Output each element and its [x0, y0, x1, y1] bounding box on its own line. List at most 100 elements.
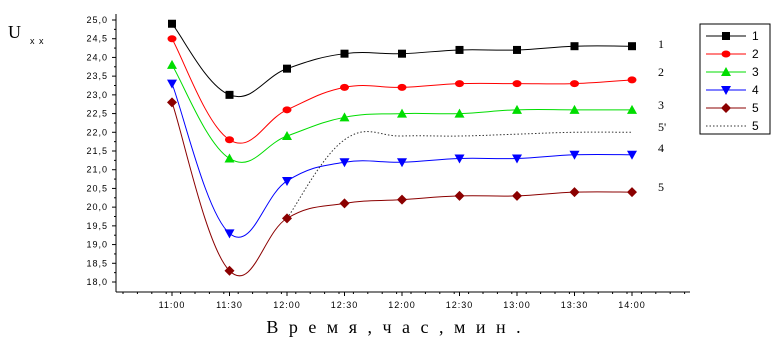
- data-point-series-3: [454, 108, 465, 118]
- y-tick-label: 19,5: [86, 221, 108, 231]
- legend-entry-3: 3: [752, 65, 759, 79]
- data-point-series-1: [340, 49, 349, 58]
- legend-box: [699, 23, 771, 135]
- data-point-series-5: [339, 198, 350, 209]
- legend: 1 2 3 4 5 5: [699, 23, 771, 135]
- data-point-series-3: [512, 104, 522, 114]
- x-tick-label: 11:30: [216, 300, 243, 310]
- y-tick-label: 24,0: [86, 52, 108, 62]
- series-lines: [171, 23, 633, 277]
- data-point-series-2: [570, 80, 579, 88]
- data-point-series-2: [397, 83, 407, 91]
- data-point-series-3: [224, 153, 235, 163]
- data-point-series-2: [455, 80, 464, 88]
- y-axis-label: U: [8, 22, 21, 42]
- chart-axes: [115, 14, 690, 293]
- data-point-series-5: [627, 187, 637, 198]
- curve-label-5: 5: [658, 180, 664, 194]
- x-tick-label: 13:30: [561, 300, 589, 310]
- curve-label-3: 3: [658, 98, 664, 112]
- data-point-series-5: [569, 187, 580, 198]
- data-point-series-1: [398, 49, 406, 58]
- curve-label-2: 2: [658, 65, 664, 79]
- y-tick-label: 24,5: [86, 34, 108, 44]
- data-point-series-1: [225, 90, 234, 99]
- data-point-series-1: [283, 64, 291, 73]
- x-tick-label: 11:00: [159, 300, 186, 310]
- series-markers: [167, 19, 637, 276]
- curve-label-6: 5': [658, 120, 666, 134]
- series-line-1: [171, 23, 633, 98]
- data-point-series-1: [168, 19, 176, 28]
- legend-entry-1: 1: [752, 29, 759, 43]
- legend-entry-4: 4: [752, 83, 759, 97]
- legend-marker-4: [721, 86, 731, 95]
- data-point-series-3: [167, 59, 177, 69]
- data-point-series-5: [397, 194, 407, 205]
- data-point-series-5: [167, 97, 177, 108]
- data-point-series-5: [454, 190, 465, 201]
- curve-label-1: 1: [658, 37, 664, 51]
- y-tick-label: 25,0: [86, 15, 108, 25]
- data-point-series-5: [282, 213, 292, 224]
- legend-entry-2: 2: [752, 47, 759, 61]
- data-point-series-4: [339, 158, 350, 168]
- legend-entry-6: 5: [752, 119, 759, 133]
- data-point-series-1: [455, 45, 464, 54]
- data-point-series-3: [569, 104, 580, 114]
- data-point-series-2: [627, 76, 637, 84]
- legend-entry-5: 5: [752, 101, 759, 115]
- data-point-series-1: [570, 42, 579, 51]
- data-point-series-1: [628, 42, 636, 51]
- x-tick-label: 14:00: [618, 300, 646, 310]
- x-tick-label: 12:00: [388, 300, 416, 310]
- legend-marker-1: [722, 32, 730, 40]
- y-tick-label: 20,5: [86, 183, 108, 193]
- data-point-series-4: [512, 154, 522, 164]
- data-point-series-3: [397, 108, 407, 118]
- data-point-series-4: [224, 229, 235, 239]
- data-point-series-3: [282, 131, 292, 141]
- legend-marker-3: [721, 67, 731, 76]
- tick-labels: 25,0 24,5 24,0 23,5 23,0 22,5 22,0 21,5 21,0 20,5…: [86, 15, 686, 310]
- data-point-series-4: [282, 176, 292, 186]
- y-tick-label: 22,5: [86, 109, 108, 119]
- data-point-series-5: [224, 265, 235, 276]
- data-point-series-4: [569, 150, 580, 160]
- curve-labels: 1 2 3 4 5 5': [658, 37, 666, 194]
- y-tick-label: 20,0: [86, 202, 108, 212]
- y-tick-label: 22,0: [86, 127, 108, 137]
- data-point-series-5: [512, 190, 522, 201]
- data-point-series-3: [627, 104, 637, 114]
- data-point-series-4: [454, 154, 465, 164]
- data-point-series-4: [167, 79, 177, 89]
- series-line-6: [286, 131, 633, 219]
- curve-label-4: 4: [658, 141, 664, 155]
- data-point-series-4: [397, 158, 407, 168]
- x-tick-label: 12:30: [331, 300, 359, 310]
- y-tick-label: 18,0: [86, 277, 108, 287]
- y-tick-label: 18,5: [86, 258, 108, 268]
- x-tick-label: 12:00: [273, 300, 301, 310]
- x-tick-label: 13:00: [503, 300, 531, 310]
- data-point-series-2: [225, 136, 234, 144]
- y-tick-label: 21,5: [86, 146, 108, 156]
- y-tick-label: 23,5: [86, 71, 108, 81]
- x-axis-label: В р е м я , ч а с , м и н .: [266, 317, 523, 337]
- data-point-series-2: [167, 35, 177, 43]
- data-point-series-2: [512, 80, 522, 88]
- data-point-series-1: [513, 45, 521, 54]
- legend-marker-2: [721, 50, 731, 58]
- data-point-series-3: [339, 112, 350, 122]
- data-point-series-2: [340, 83, 349, 91]
- y-tick-label: 23,0: [86, 90, 108, 100]
- x-tick-label: 12:30: [446, 300, 474, 310]
- series-line-5: [171, 102, 633, 277]
- data-point-series-2: [282, 106, 292, 114]
- y-tick-label: 19,0: [86, 240, 108, 250]
- data-point-series-4: [627, 150, 637, 160]
- legend-marker-5: [721, 103, 731, 113]
- y-axis-label-subscript: x x: [30, 36, 45, 46]
- y-tick-label: 21,0: [86, 165, 108, 175]
